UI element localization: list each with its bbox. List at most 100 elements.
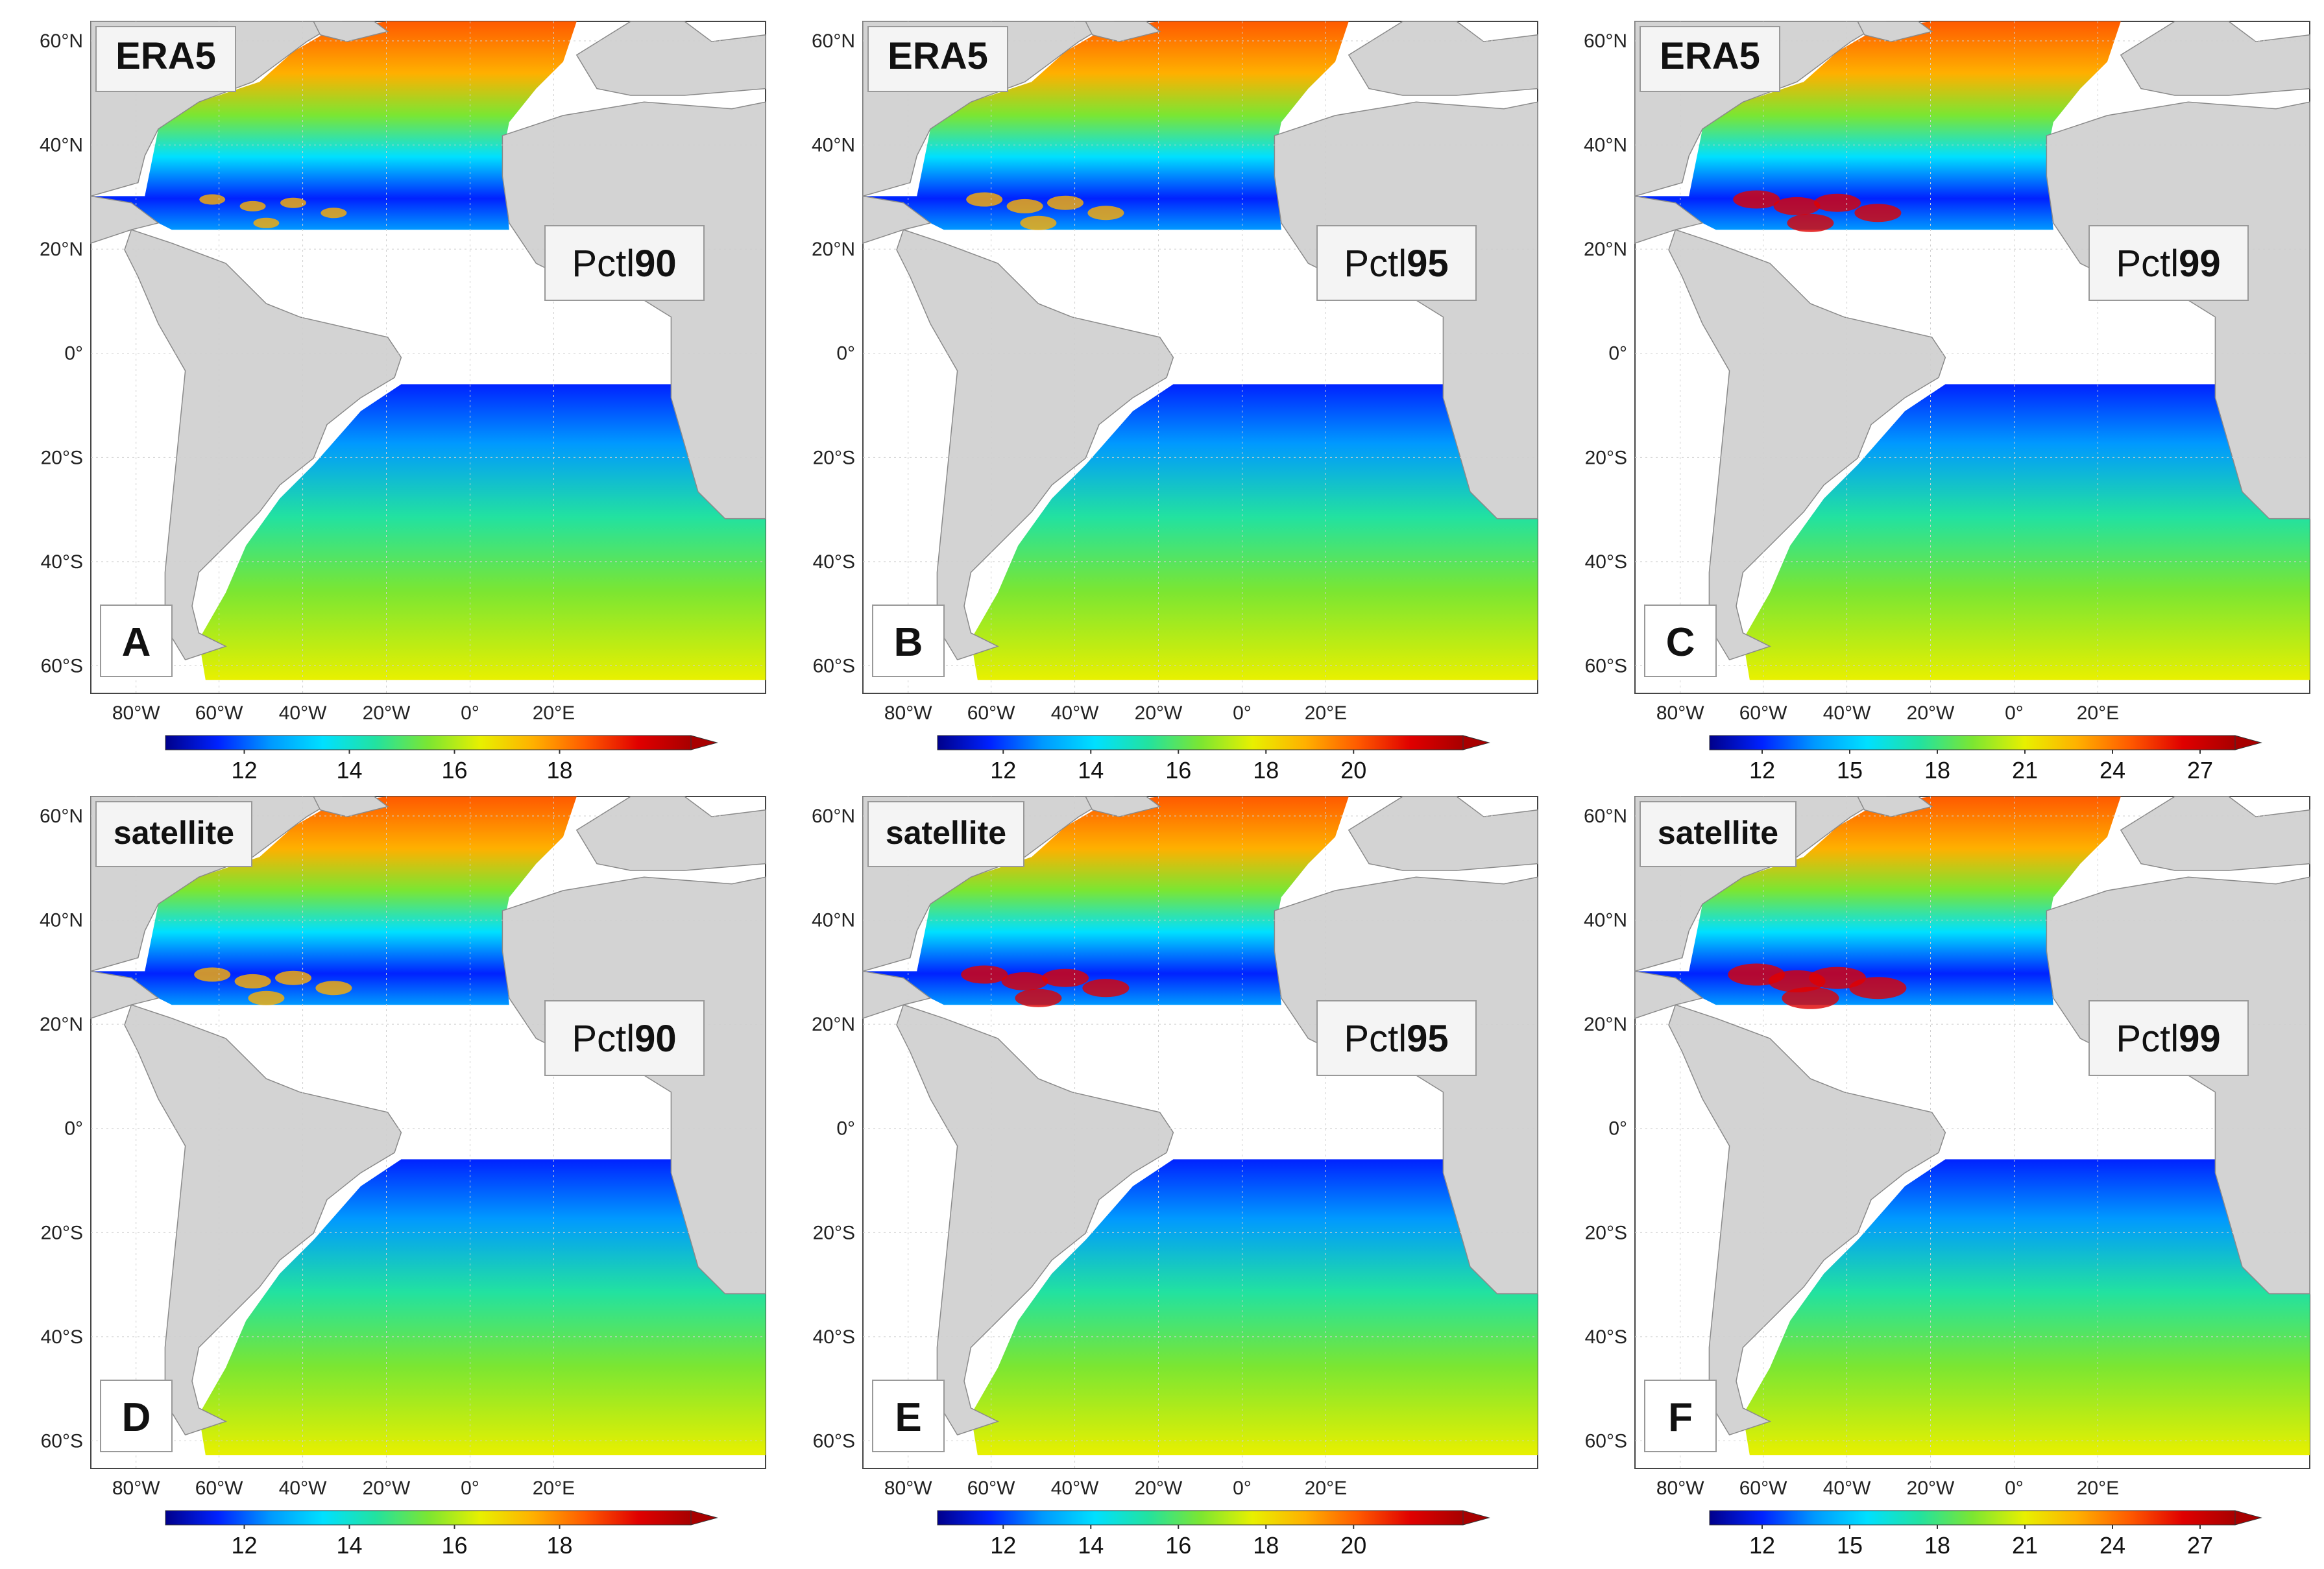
- land-south-america: [1668, 1004, 1946, 1436]
- land-africa: [2046, 876, 2310, 1295]
- colorbar-tick-label: 15: [1837, 1532, 1863, 1559]
- sst-hotspot: [321, 208, 347, 219]
- colorbar-tick-label: 12: [1749, 1532, 1775, 1559]
- lon-label: 20°E: [1305, 702, 1347, 724]
- lat-label: 60°S: [813, 655, 855, 677]
- percentile-label-box: [544, 225, 705, 301]
- lat-label: 0°: [64, 1118, 83, 1140]
- lon-label: 60°W: [1739, 1478, 1787, 1499]
- land-greenland: [1856, 796, 1933, 817]
- sst-hotspot: [1087, 206, 1124, 221]
- colorbar-tick-label: 18: [1253, 1532, 1279, 1559]
- lon-label: 20°E: [2077, 1478, 2119, 1499]
- land-europe: [2120, 796, 2310, 871]
- sst-hotspot: [1082, 979, 1130, 998]
- land-africa: [502, 876, 766, 1295]
- sst-field-south-atlantic: [199, 384, 766, 680]
- colorbar-gradient: [165, 1510, 692, 1526]
- land-europe: [2120, 21, 2310, 96]
- percentile-label-box: [1316, 225, 1477, 301]
- lat-label: 60°N: [812, 30, 855, 52]
- lon-label: 40°W: [279, 1478, 327, 1499]
- panel-letter: F: [1668, 1395, 1693, 1440]
- lon-label: 80°W: [884, 702, 932, 724]
- colorbar-extend-arrow: [690, 1510, 718, 1526]
- colorbar: 12 14 16 18 20: [937, 735, 1490, 784]
- land-europe: [575, 21, 766, 96]
- lat-label: 40°N: [812, 910, 855, 931]
- panel-letter-box: [872, 1380, 945, 1452]
- sst-hotspot: [1773, 197, 1821, 215]
- panel-letter: C: [1666, 620, 1695, 665]
- lon-label: 60°W: [195, 702, 243, 724]
- colorbar-tick-label: 12: [231, 1532, 257, 1559]
- lon-label: 0°: [461, 702, 479, 724]
- lon-label: 20°E: [533, 1478, 575, 1499]
- colorbar: 12 14 16 18: [165, 735, 718, 784]
- lat-label: 40°N: [812, 135, 855, 156]
- lon-label: 20°E: [533, 702, 575, 724]
- source-label: ERA5: [115, 35, 216, 77]
- lat-label: 20°N: [40, 1014, 83, 1035]
- lat-label: 40°S: [1585, 551, 1627, 573]
- colorbar-extend-arrow: [1462, 735, 1490, 750]
- sst-hotspot: [1020, 215, 1057, 230]
- percentile-prefix: Pctl: [1344, 243, 1407, 285]
- lat-label: 20°N: [812, 1014, 855, 1035]
- land-africa: [502, 101, 766, 520]
- colorbar-gradient: [1709, 735, 2236, 750]
- sst-field-south-atlantic: [971, 384, 1538, 680]
- lon-label: 40°W: [1823, 702, 1871, 724]
- colorbar-tick-label: 16: [1165, 757, 1191, 784]
- source-label-box: [867, 801, 1024, 867]
- sst-hotspot: [1042, 968, 1089, 987]
- lat-label: 20°N: [40, 239, 83, 260]
- lon-label: 40°W: [1051, 1478, 1099, 1499]
- sst-field-north-atlantic: [863, 796, 1349, 1005]
- sst-hotspot: [1787, 213, 1834, 232]
- map-panel-a: 60°N 40°N 20°N 0° 20°S 40°S 60°S 80°W 60°W 40°W 20…: [40, 21, 766, 784]
- land-central-america: [1634, 195, 1704, 244]
- lat-label: 40°S: [813, 1326, 855, 1348]
- source-label: satellite: [114, 815, 234, 851]
- land-central-america: [90, 195, 160, 244]
- lat-label: 60°S: [1585, 1430, 1627, 1452]
- lon-label: 20°E: [2077, 702, 2119, 724]
- lon-label: 80°W: [112, 702, 160, 724]
- sst-hotspot: [248, 990, 285, 1005]
- percentile-value: 95: [1407, 1018, 1449, 1060]
- lon-label: 0°: [1233, 1478, 1252, 1499]
- percentile-label: Pctl90: [572, 1018, 676, 1060]
- land-europe: [1348, 796, 1538, 871]
- colorbar-tick-label: 27: [2187, 1532, 2213, 1559]
- colorbar-tick-label: 18: [1924, 757, 1950, 784]
- sst-hotspot: [1006, 198, 1043, 213]
- land-greenland: [312, 21, 389, 42]
- lat-label: 20°S: [41, 447, 83, 468]
- land-south-america: [124, 1004, 402, 1436]
- colorbar-tick-label: 16: [441, 1532, 467, 1559]
- lon-label: 20°W: [1907, 702, 1955, 724]
- colorbar-gradient: [937, 735, 1464, 750]
- lat-label: 60°N: [40, 806, 83, 827]
- map-panel-d: 60°N 40°N 20°N 0° 20°S 40°S 60°S 80°W 60°W 40°W 20…: [40, 796, 766, 1559]
- lat-label: 20°N: [1584, 239, 1627, 260]
- panel-letter: D: [122, 1395, 151, 1440]
- colorbar-tick-label: 27: [2187, 757, 2213, 784]
- sst-hotspot: [1015, 988, 1062, 1007]
- lat-label: 60°S: [1585, 655, 1627, 677]
- land-greenland: [1084, 21, 1161, 42]
- colorbar-tick-label: 15: [1837, 757, 1863, 784]
- lon-label: 20°W: [1907, 1478, 1955, 1499]
- colorbar-extend-arrow: [2234, 1510, 2262, 1526]
- percentile-label: Pctl90: [572, 243, 676, 285]
- colorbar-tick-label: 18: [1253, 757, 1279, 784]
- sst-hotspot: [1782, 987, 1839, 1009]
- map-panel-e: 60°N 40°N 20°N 0° 20°S 40°S 60°S 80°W 60°W 40°W 20…: [812, 796, 1538, 1559]
- sst-field-south-atlantic: [199, 1159, 766, 1455]
- lat-label: 40°S: [41, 1326, 83, 1348]
- sst-hotspot: [275, 970, 311, 985]
- land-greenland: [1856, 21, 1933, 42]
- land-south-america: [896, 1004, 1174, 1436]
